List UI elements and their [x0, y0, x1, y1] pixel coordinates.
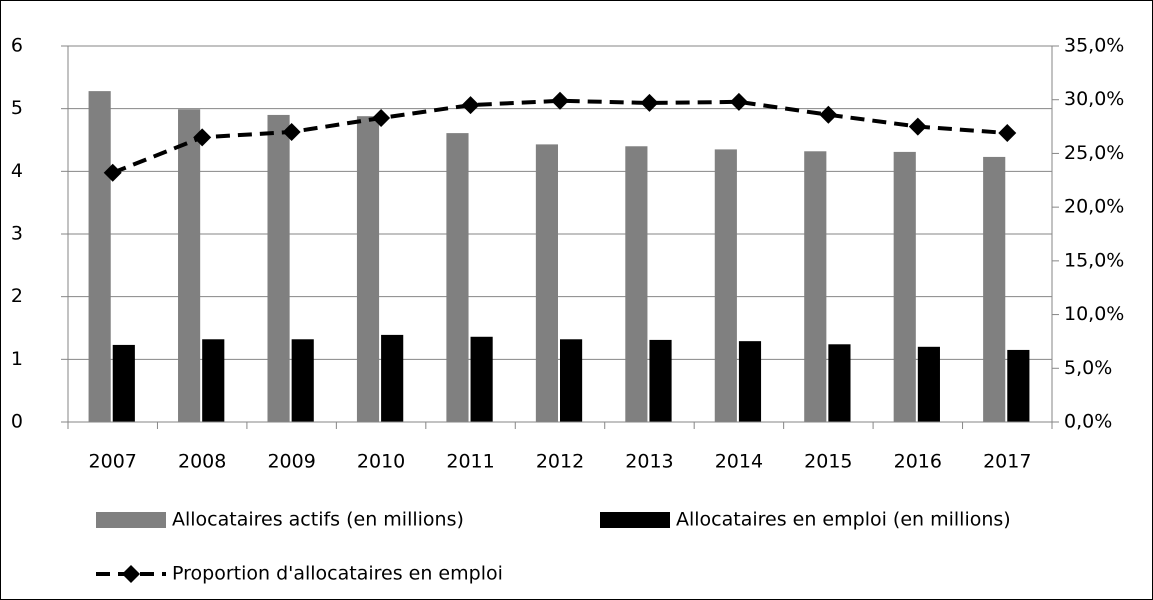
marker — [729, 92, 748, 111]
bar — [983, 156, 1006, 423]
x-tick-label: 2014 — [715, 451, 763, 473]
y-tick-label: 6 — [11, 35, 23, 57]
y-tick-label: 4 — [11, 160, 23, 182]
x-tick-label: 2010 — [357, 451, 405, 473]
bar — [828, 344, 851, 422]
x-tick-label: 2012 — [536, 451, 584, 473]
bar — [625, 146, 648, 422]
y2-tick-label: 25,0% — [1064, 142, 1124, 164]
x-tick-label: 2017 — [983, 451, 1031, 473]
y2-tick-label: 5,0% — [1064, 357, 1112, 379]
x-tick-label: 2016 — [894, 451, 942, 473]
marker — [372, 108, 391, 127]
bar — [446, 133, 469, 422]
legend-label: Proportion d'allocataires en emploi — [172, 563, 503, 585]
x-tick-label: 2008 — [178, 451, 226, 473]
marker — [461, 96, 480, 115]
bar — [381, 334, 404, 422]
y2-tick-label: 15,0% — [1064, 249, 1124, 271]
y-tick-label: 5 — [11, 97, 23, 119]
marker — [908, 117, 927, 136]
marker — [819, 105, 838, 124]
bar — [267, 114, 290, 422]
legend-label: Allocataires en emploi (en millions) — [676, 509, 1011, 531]
y-tick-label: 3 — [11, 223, 23, 245]
bar — [738, 341, 762, 422]
bar — [1007, 349, 1030, 422]
y2-tick-label: 0,0% — [1064, 411, 1112, 433]
marker — [998, 124, 1017, 143]
bar — [356, 116, 380, 422]
bar — [202, 339, 225, 422]
bar — [88, 91, 111, 423]
marker — [551, 91, 569, 110]
legend-swatch — [96, 512, 166, 528]
bar — [893, 151, 916, 422]
legend-swatch — [600, 512, 670, 528]
marker — [103, 163, 122, 182]
bar — [804, 151, 827, 422]
bar — [560, 339, 583, 422]
x-tick-label: 2009 — [267, 451, 315, 473]
bar — [917, 346, 940, 422]
bar — [535, 144, 558, 423]
x-tick-label: 2007 — [89, 451, 137, 473]
marker — [282, 122, 301, 141]
y-tick-label: 1 — [11, 348, 23, 370]
legend-label: Allocataires actifs (en millions) — [172, 509, 464, 531]
bar — [470, 336, 493, 422]
x-tick-label: 2015 — [804, 451, 852, 473]
y2-tick-label: 30,0% — [1064, 88, 1124, 110]
x-tick-label: 2013 — [625, 451, 673, 473]
line — [111, 98, 1008, 175]
bar — [714, 149, 737, 422]
bar — [112, 344, 135, 422]
marker — [193, 128, 212, 147]
legend-marker — [122, 565, 140, 583]
y-tick-label: 0 — [11, 411, 23, 433]
y2-tick-label: 10,0% — [1064, 303, 1124, 325]
y2-tick-label: 20,0% — [1064, 196, 1124, 218]
marker — [640, 93, 659, 112]
x-tick-label: 2011 — [446, 451, 494, 473]
bar — [649, 339, 672, 422]
bar — [291, 339, 314, 422]
y-tick-label: 2 — [11, 285, 23, 307]
y2-tick-label: 35,0% — [1064, 35, 1124, 57]
bar — [178, 109, 201, 422]
